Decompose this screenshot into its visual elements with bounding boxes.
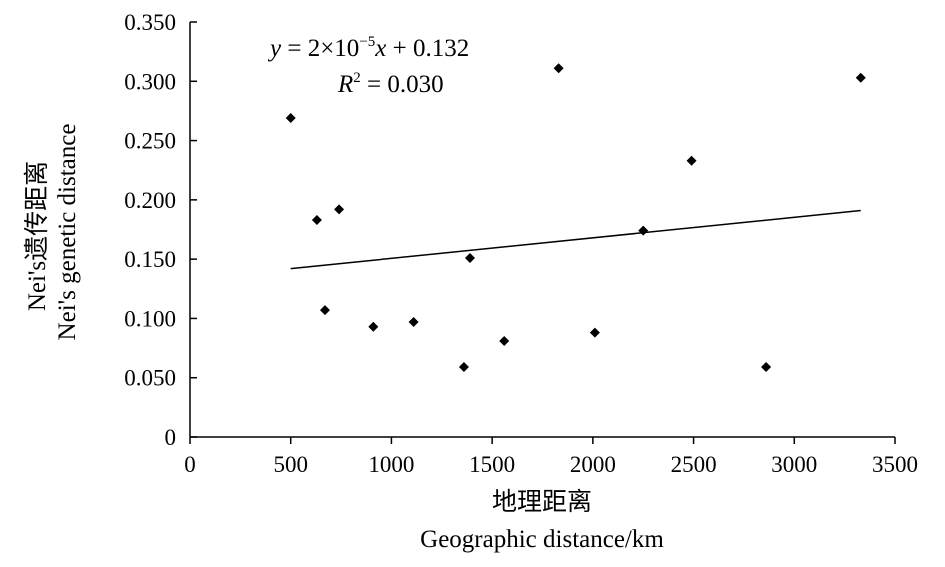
equation-text: = 2×10	[281, 35, 359, 62]
y-tick-label: 0.100	[124, 306, 176, 331]
x-axis-title-en: Geographic distance/km	[420, 526, 664, 553]
trendline-layer	[290, 209, 861, 270]
data-point	[319, 305, 330, 316]
data-point	[311, 215, 322, 226]
x-axis-title: 地理距离	[492, 488, 592, 516]
data-point	[458, 362, 469, 373]
y-tick-label: 0.150	[124, 247, 176, 272]
r-squared-exponent: 2	[353, 70, 361, 86]
equation-exponent: −5	[359, 34, 375, 50]
data-point	[368, 321, 379, 332]
data-point	[334, 204, 345, 215]
equation-y-var: y	[267, 35, 282, 62]
data-point	[464, 252, 475, 263]
x-tick-label: 500	[273, 452, 308, 477]
data-point	[553, 63, 564, 74]
y-tick-label: 0	[165, 425, 177, 450]
data-point	[589, 327, 600, 338]
r-squared-annotation: R2 = 0.030	[337, 70, 444, 98]
data-point	[408, 316, 419, 327]
equation-x-var: x	[374, 35, 386, 62]
axes	[189, 22, 895, 438]
data-point	[499, 335, 510, 346]
data-point	[855, 72, 866, 83]
trendline	[290, 209, 861, 270]
x-tick-label: 1000	[368, 452, 414, 477]
x-tick-label: 3000	[771, 452, 817, 477]
data-point	[285, 113, 296, 124]
x-tick-label: 2000	[570, 452, 616, 477]
y-tick-label: 0.050	[124, 366, 176, 391]
y-tick-label: 0.350	[124, 10, 176, 35]
data-point	[761, 362, 772, 373]
r-squared-value: = 0.030	[361, 71, 444, 98]
x-axis-ticks: 0 500 1000 1500 2000 2500 3000 3500	[184, 437, 918, 477]
x-tick-label: 3500	[872, 452, 918, 477]
x-tick-label: 2500	[671, 452, 717, 477]
data-point	[686, 155, 697, 166]
data-point	[638, 225, 649, 236]
y-tick-label: 0.300	[124, 69, 176, 94]
x-tick-label: 1500	[469, 452, 515, 477]
r-squared-label: R	[337, 71, 353, 98]
y-axis-title-en: Nei's genetic distance	[54, 124, 81, 341]
equation-annotation: y = 2×10−5x + 0.132	[267, 34, 469, 62]
y-tick-label: 0.200	[124, 188, 176, 213]
data-points	[285, 63, 866, 373]
x-tick-label: 0	[184, 452, 196, 477]
equation-rest: + 0.132	[386, 35, 469, 62]
y-axis-title: Nei's遗传距离	[23, 161, 51, 311]
y-tick-label: 0.250	[124, 129, 176, 154]
y-axis-ticks: 0 0.050 0.100 0.150 0.200 0.250 0.300 0.350	[124, 10, 197, 450]
